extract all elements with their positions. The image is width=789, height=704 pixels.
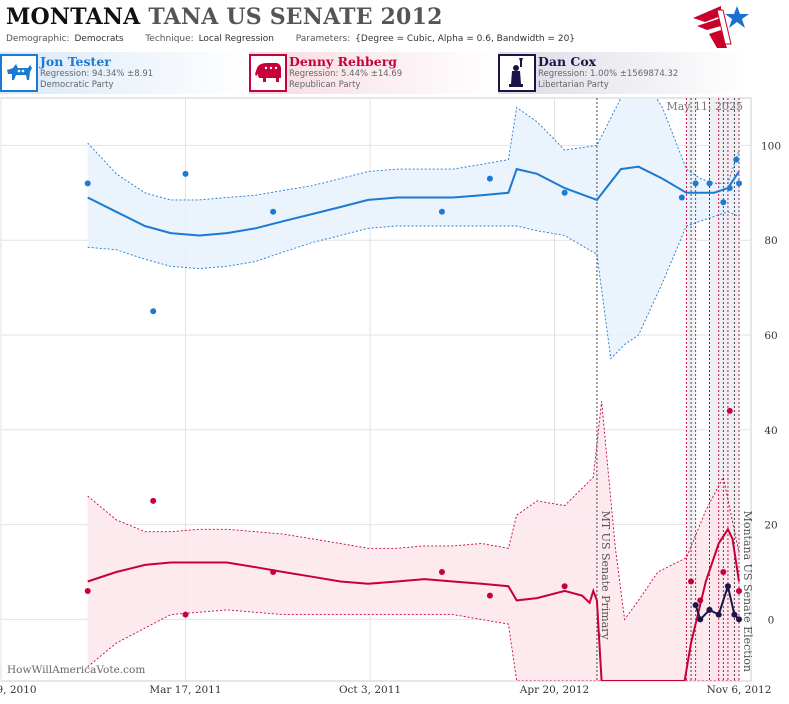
data-point xyxy=(692,602,699,609)
data-point xyxy=(736,180,743,187)
lower-bound-line xyxy=(87,609,739,681)
y-tick-label: 60 xyxy=(764,330,777,342)
data-point xyxy=(486,175,493,182)
y-tick-label: 20 xyxy=(764,520,777,532)
data-point xyxy=(688,578,695,585)
liberty-statue-icon xyxy=(498,54,536,92)
series-jon-tester xyxy=(87,98,740,360)
data-point xyxy=(724,583,731,590)
candidate-card-cox: Dan Cox Regression: 1.00% ±1569874.32 Li… xyxy=(498,52,746,94)
candidate-name: Dan Cox xyxy=(538,54,597,69)
technique-value: Local Regression xyxy=(198,34,274,44)
confidence-band xyxy=(87,401,739,681)
data-point xyxy=(561,583,568,590)
candidate-party: Libertarian Party xyxy=(538,80,609,90)
candidate-regression: Regression: 94.34% ±8.91 xyxy=(40,69,154,79)
data-point xyxy=(678,194,685,201)
data-point xyxy=(706,180,713,187)
candidate-regression: Regression: 5.44% ±14.69 xyxy=(289,69,403,79)
data-point xyxy=(697,616,704,623)
data-point xyxy=(692,180,699,187)
data-point xyxy=(150,497,157,504)
confidence-band xyxy=(87,98,739,359)
data-point xyxy=(706,606,713,613)
data-point xyxy=(438,568,445,575)
y-tick-label: 0 xyxy=(768,614,775,626)
trend-line xyxy=(87,527,740,681)
date-label: May 11, 2025 xyxy=(666,100,743,113)
series-dan-cox-trend xyxy=(692,582,743,623)
regression-chart: 0 20 40 60 80 100 Aug 29, 2010 Mar 17, 2011 Oct … xyxy=(0,97,781,696)
header: MONTANA TANA US SENATE 2012 Demographic:… xyxy=(0,0,789,52)
candidate-regression: Regression: 1.00% ±1569874.32 xyxy=(538,69,679,79)
upper-bound-line xyxy=(87,98,740,201)
plot-area xyxy=(84,98,743,681)
watermark-text: HowWillAmericaVote.com xyxy=(7,664,145,676)
data-point xyxy=(726,185,733,192)
trend-line xyxy=(87,165,740,237)
event-annotation: MT US Senate Primary xyxy=(599,511,612,641)
data-point xyxy=(733,156,740,163)
data-point xyxy=(438,208,445,215)
parameters-line: Demographic: Democrats Technique: Local … xyxy=(6,34,577,44)
data-point xyxy=(150,308,157,315)
candidate-party: Republican Party xyxy=(289,80,361,90)
y-tick-label: 80 xyxy=(764,235,777,247)
candidate-card-rehberg: Denny Rehberg Regression: 5.44% ±14.69 R… xyxy=(249,52,497,94)
candidate-name: Denny Rehberg xyxy=(289,54,398,69)
demographic-value: Democrats xyxy=(74,34,124,44)
data-point xyxy=(720,568,727,575)
flag-star-logo-icon xyxy=(693,6,749,48)
elephant-icon xyxy=(249,54,287,92)
x-tick-label: Mar 17, 2011 xyxy=(149,684,221,696)
data-point xyxy=(486,592,493,599)
x-tick-label: Oct 3, 2011 xyxy=(339,684,401,696)
data-point xyxy=(736,616,743,623)
series-jon-tester-trend xyxy=(84,156,743,315)
parameters-label: Parameters: xyxy=(295,34,351,44)
data-point xyxy=(715,611,722,618)
data-point xyxy=(84,180,91,187)
x-tick-label: Apr 20, 2012 xyxy=(519,684,589,696)
title-rest: TANA US SENATE 2012 xyxy=(148,4,443,30)
data-point xyxy=(182,170,189,177)
x-tick-label: Nov 6, 2012 xyxy=(707,684,772,696)
poll-window-shade xyxy=(686,98,696,681)
y-tick-label: 40 xyxy=(764,425,777,437)
candidate-legend: Jon Tester Regression: 94.34% ±8.91 Demo… xyxy=(0,52,789,94)
donkey-icon xyxy=(0,54,38,92)
data-point xyxy=(731,611,738,618)
data-point xyxy=(736,587,743,594)
series-denny-rehberg-trend xyxy=(84,407,743,681)
candidate-card-tester: Jon Tester Regression: 94.34% ±8.91 Demo… xyxy=(0,52,248,94)
series-denny-rehberg xyxy=(87,401,740,681)
technique-label: Technique: xyxy=(145,34,194,44)
data-point xyxy=(697,597,704,604)
title-state: MONTANA xyxy=(6,4,141,30)
data-point xyxy=(270,208,277,215)
data-point xyxy=(720,199,727,206)
y-tick-label: 100 xyxy=(761,140,781,152)
data-point xyxy=(84,587,91,594)
data-point xyxy=(726,407,733,414)
event-annotation: Montana US Senate Election xyxy=(741,511,754,672)
demographic-label: Demographic: xyxy=(6,34,70,44)
lower-bound-line xyxy=(87,211,740,360)
x-tick-label: Aug 29, 2010 xyxy=(0,684,37,696)
data-point xyxy=(270,568,277,575)
page-title: MONTANA TANA US SENATE 2012 xyxy=(6,4,443,30)
parameters-value: {Degree = Cubic, Alpha = 0.6, Bandwidth … xyxy=(355,34,576,44)
candidate-name: Jon Tester xyxy=(40,54,111,69)
data-point xyxy=(561,189,568,196)
candidate-party: Democratic Party xyxy=(40,80,114,90)
upper-bound-line xyxy=(87,401,740,621)
data-point xyxy=(182,611,189,618)
